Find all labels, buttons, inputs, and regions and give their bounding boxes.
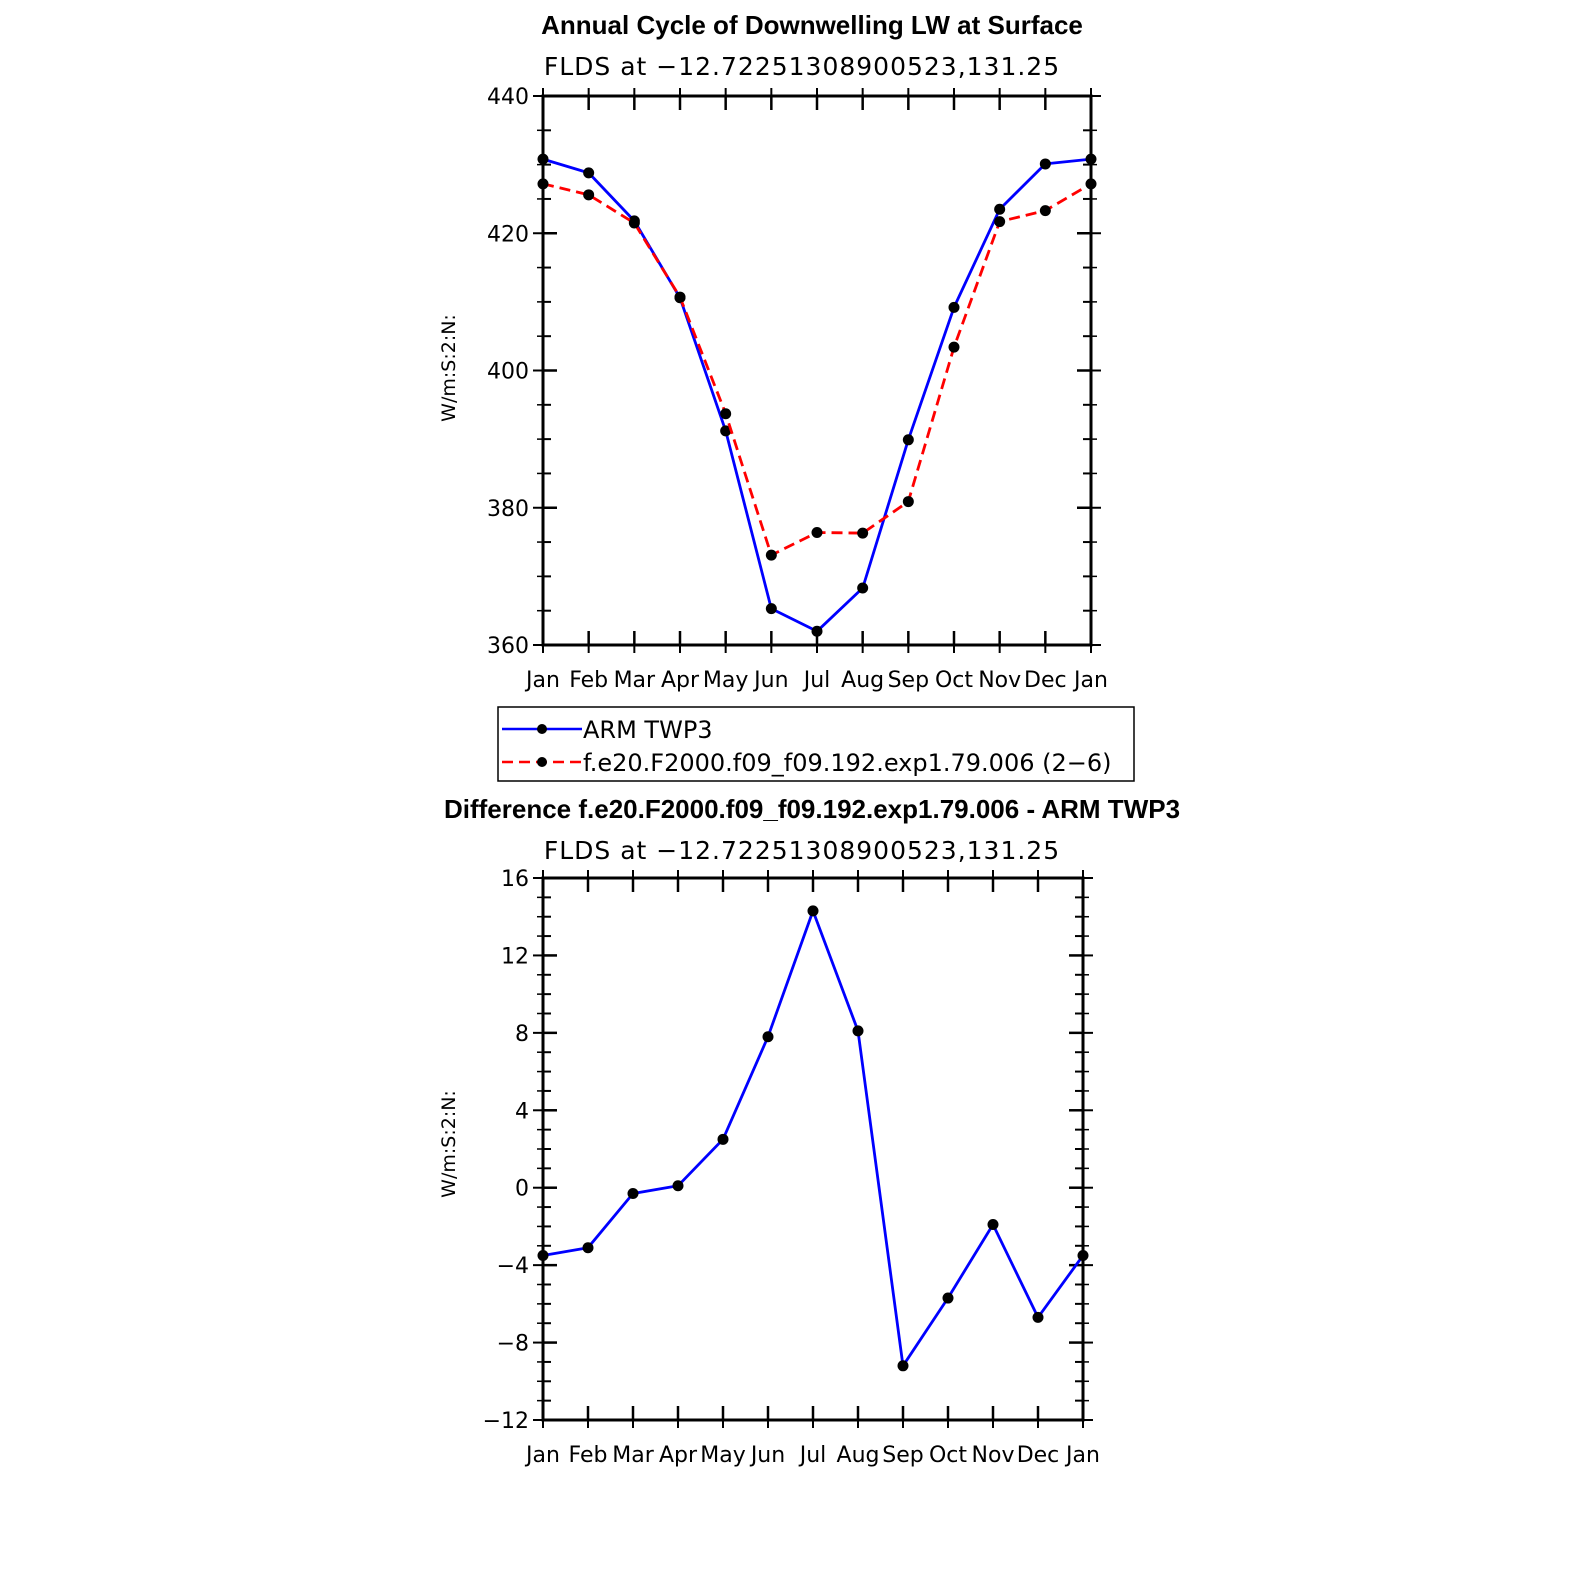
- top-x-tick-label: Jun: [752, 668, 788, 693]
- bottom-series-0-point: [627, 1188, 639, 1200]
- legend-label-model: f.e20.F2000.f09_f09.192.exp1.79.006 (2−6…: [583, 749, 1111, 777]
- top-x-tick-label: May: [703, 668, 748, 693]
- top-y-tick-label: 380: [487, 497, 529, 522]
- bottom-x-tick-label: Apr: [659, 1443, 698, 1468]
- top-series-1-point: [857, 527, 869, 539]
- bottom-series-0-point: [897, 1360, 909, 1372]
- top-x-tick-label: Mar: [614, 668, 656, 693]
- bottom-x-tick-label: Feb: [569, 1443, 608, 1468]
- top-y-tick-label: 400: [487, 360, 529, 385]
- top-series-0-point: [948, 301, 960, 313]
- bottom-x-tick-label: Sep: [882, 1443, 923, 1468]
- bottom-x-tick-label: Jun: [749, 1443, 785, 1468]
- bottom-series-0-point: [582, 1242, 594, 1254]
- bottom-y-tick-label: 8: [515, 1022, 529, 1047]
- top-series-1-point: [720, 408, 732, 420]
- bottom-series-0-point: [987, 1218, 999, 1230]
- bottom-chart-title: Difference f.e20.F2000.f09_f09.192.exp1.…: [444, 794, 1180, 824]
- legend: ARM TWP3 f.e20.F2000.f09_f09.192.exp1.79…: [497, 706, 1135, 782]
- top-series-0-point: [583, 167, 595, 179]
- top-series-1-point: [811, 526, 823, 538]
- top-series-0-point: [1039, 158, 1051, 170]
- top-x-tick-label: Jan: [524, 668, 560, 693]
- top-chart-title: Annual Cycle of Downwelling LW at Surfac…: [541, 10, 1083, 40]
- top-series-1-line: [542, 182, 1092, 557]
- bottom-y-tick-label: 4: [515, 1099, 529, 1124]
- bottom-series-0-point: [942, 1292, 954, 1304]
- bottom-series-0-line: [542, 909, 1085, 1368]
- bottom-x-tick-label: Mar: [612, 1443, 654, 1468]
- bottom-chart-plot: Jan Feb Mar Apr May Jun Jul Aug Sep Oct Nov Dec Jan−…: [483, 867, 1100, 1468]
- bottom-series-0-point: [762, 1031, 774, 1043]
- bottom-chart-subtitle: FLDS at −12.72251308900523,131.25: [544, 836, 1060, 865]
- top-chart-plot: Jan Feb Mar Apr May Jun Jul Aug Sep Oct Nov Dec Jan3…: [487, 85, 1108, 693]
- top-x-tick-label: Feb: [569, 668, 608, 693]
- bottom-x-tick-label: Dec: [1017, 1443, 1060, 1468]
- bottom-series-0-point: [672, 1180, 684, 1192]
- bottom-x-tick-label: Nov: [972, 1443, 1015, 1468]
- bottom-y-tick-label: 16: [501, 867, 529, 892]
- legend-box: [497, 706, 1135, 782]
- top-x-tick-label: Apr: [661, 668, 700, 693]
- bottom-series-0-point: [807, 905, 819, 917]
- bottom-y-tick-label: 0: [515, 1177, 529, 1202]
- top-series-0-point: [720, 425, 732, 437]
- top-series-1-point: [1085, 178, 1097, 190]
- bottom-series-0-point: [852, 1025, 864, 1037]
- bottom-chart-ylabel: W/m:S:2:N:: [438, 1090, 460, 1198]
- top-series-0-line: [542, 157, 1092, 633]
- bottom-x-tick-label: Aug: [837, 1443, 880, 1468]
- top-x-tick-label: Jan: [1072, 668, 1108, 693]
- top-x-tick-label: Dec: [1024, 668, 1067, 693]
- top-y-tick-label: 420: [487, 222, 529, 247]
- top-chart-ylabel: W/m:S:2:N:: [438, 314, 460, 422]
- top-series-0-point: [1085, 153, 1097, 165]
- bottom-series-0-point: [717, 1133, 729, 1145]
- top-x-tick-label: Oct: [935, 668, 973, 693]
- legend-marker-arm: [537, 724, 547, 734]
- bottom-series-0-point: [1077, 1249, 1089, 1261]
- legend-marker-model: [537, 757, 547, 767]
- top-series-0-point: [994, 203, 1006, 215]
- top-series-1-point: [583, 189, 595, 201]
- top-series-0-point: [765, 603, 777, 615]
- top-series-1-point: [765, 549, 777, 561]
- top-y-tick-label: 440: [487, 85, 529, 110]
- bottom-y-tick-label: −12: [483, 1409, 529, 1434]
- bottom-x-tick-label: May: [700, 1443, 745, 1468]
- top-plot-frame: [541, 94, 1093, 647]
- top-series-0-point: [902, 434, 914, 446]
- bottom-x-tick-label: Jul: [798, 1443, 827, 1468]
- top-series-0-point: [857, 582, 869, 594]
- top-series-0-point: [811, 625, 823, 637]
- bottom-plot-frame: [541, 876, 1085, 1422]
- legend-label-arm: ARM TWP3: [583, 716, 713, 744]
- top-x-tick-label: Sep: [888, 668, 929, 693]
- top-chart-subtitle: FLDS at −12.72251308900523,131.25: [544, 52, 1060, 81]
- bottom-y-tick-label: −8: [497, 1332, 529, 1357]
- bottom-x-tick-label: Jan: [524, 1443, 560, 1468]
- bottom-x-tick-label: Jan: [1064, 1443, 1100, 1468]
- top-x-tick-label: Aug: [841, 668, 884, 693]
- top-series-1-point: [1039, 205, 1051, 217]
- top-series-1-point: [537, 178, 549, 190]
- top-series-1-point: [902, 496, 914, 508]
- top-series-0-point: [537, 153, 549, 165]
- top-series-1-point: [628, 217, 640, 229]
- top-x-tick-label: Jul: [802, 668, 831, 693]
- top-series-1-point: [994, 216, 1006, 228]
- bottom-x-tick-label: Oct: [929, 1443, 967, 1468]
- top-series-1-point: [948, 341, 960, 353]
- bottom-series-0-point: [1032, 1311, 1044, 1323]
- bottom-series-0-point: [537, 1249, 549, 1261]
- top-series-1-point: [674, 291, 686, 303]
- bottom-y-tick-label: −4: [497, 1254, 529, 1279]
- top-x-tick-label: Nov: [978, 668, 1021, 693]
- top-y-tick-label: 360: [487, 634, 529, 659]
- bottom-y-tick-label: 12: [501, 944, 529, 969]
